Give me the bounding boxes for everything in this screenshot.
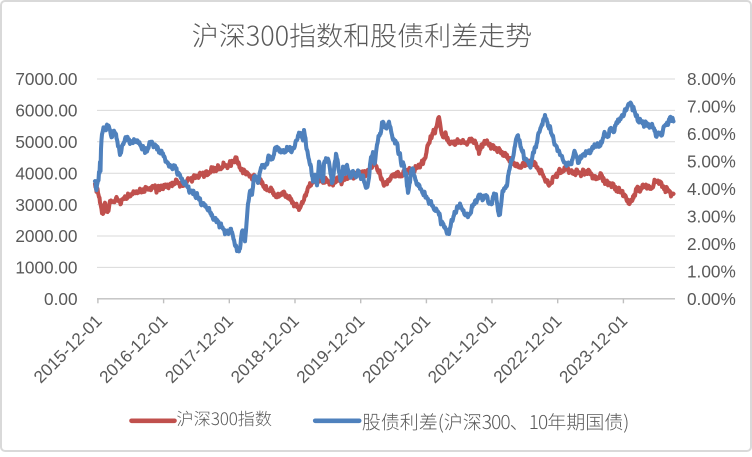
svg-text:2000.00: 2000.00 [15, 226, 77, 246]
svg-text:4.00%: 4.00% [687, 179, 736, 199]
svg-text:6.00%: 6.00% [687, 124, 736, 144]
svg-text:3000.00: 3000.00 [15, 195, 77, 215]
svg-text:7000.00: 7000.00 [15, 69, 77, 89]
svg-text:3.00%: 3.00% [687, 207, 736, 227]
svg-text:8.00%: 8.00% [687, 69, 736, 89]
svg-text:6000.00: 6000.00 [15, 101, 77, 121]
svg-text:0.00%: 0.00% [687, 289, 736, 309]
svg-text:5.00%: 5.00% [687, 152, 736, 172]
svg-text:2.00%: 2.00% [687, 234, 736, 254]
svg-text:0.00: 0.00 [44, 289, 77, 309]
svg-text:4000.00: 4000.00 [15, 163, 77, 183]
svg-text:1000.00: 1000.00 [15, 258, 77, 278]
svg-text:1.00%: 1.00% [687, 262, 736, 282]
svg-text:5000.00: 5000.00 [15, 132, 77, 152]
svg-text:7.00%: 7.00% [687, 97, 736, 117]
